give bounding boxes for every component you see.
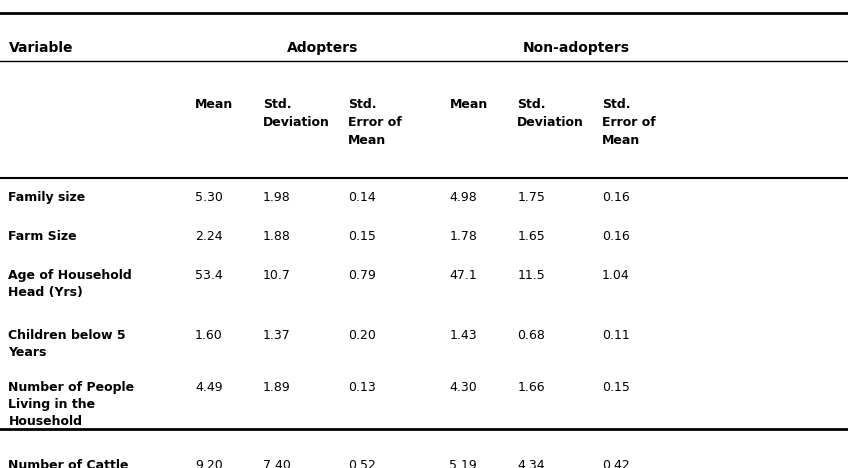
Text: Mean: Mean bbox=[449, 97, 488, 110]
Text: 11.5: 11.5 bbox=[517, 269, 545, 282]
Text: Number of Cattle: Number of Cattle bbox=[8, 460, 129, 468]
Text: 4.98: 4.98 bbox=[449, 190, 477, 204]
Text: 1.65: 1.65 bbox=[517, 230, 545, 243]
Text: 0.15: 0.15 bbox=[602, 381, 630, 395]
Text: 53.4: 53.4 bbox=[195, 269, 223, 282]
Text: Age of Household
Head (Yrs): Age of Household Head (Yrs) bbox=[8, 269, 132, 299]
Text: 1.75: 1.75 bbox=[517, 190, 545, 204]
Text: 0.16: 0.16 bbox=[602, 190, 630, 204]
Text: Std.
Error of
Mean: Std. Error of Mean bbox=[348, 97, 401, 146]
Text: Adopters: Adopters bbox=[287, 41, 358, 55]
Text: 5.30: 5.30 bbox=[195, 190, 223, 204]
Text: Number of People
Living in the
Household: Number of People Living in the Household bbox=[8, 381, 135, 428]
Text: 9.20: 9.20 bbox=[195, 460, 223, 468]
Text: 0.68: 0.68 bbox=[517, 329, 545, 343]
Text: 1.89: 1.89 bbox=[263, 381, 291, 395]
Text: 4.30: 4.30 bbox=[449, 381, 477, 395]
Text: Non-adopters: Non-adopters bbox=[523, 41, 630, 55]
Text: 2.24: 2.24 bbox=[195, 230, 223, 243]
Text: 1.88: 1.88 bbox=[263, 230, 291, 243]
Text: Variable: Variable bbox=[8, 41, 73, 55]
Text: Std.
Deviation: Std. Deviation bbox=[517, 97, 584, 129]
Text: 1.60: 1.60 bbox=[195, 329, 223, 343]
Text: 47.1: 47.1 bbox=[449, 269, 477, 282]
Text: Std.
Error of
Mean: Std. Error of Mean bbox=[602, 97, 656, 146]
Text: Farm Size: Farm Size bbox=[8, 230, 77, 243]
Text: 1.43: 1.43 bbox=[449, 329, 477, 343]
Text: Mean: Mean bbox=[195, 97, 233, 110]
Text: 4.49: 4.49 bbox=[195, 381, 223, 395]
Text: 4.34: 4.34 bbox=[517, 460, 545, 468]
Text: 1.66: 1.66 bbox=[517, 381, 545, 395]
Text: 10.7: 10.7 bbox=[263, 269, 291, 282]
Text: Family size: Family size bbox=[8, 190, 86, 204]
Text: 1.04: 1.04 bbox=[602, 269, 630, 282]
Text: 0.14: 0.14 bbox=[348, 190, 376, 204]
Text: 0.20: 0.20 bbox=[348, 329, 376, 343]
Text: 5.19: 5.19 bbox=[449, 460, 477, 468]
Text: 0.42: 0.42 bbox=[602, 460, 630, 468]
Text: 1.98: 1.98 bbox=[263, 190, 291, 204]
Text: 0.52: 0.52 bbox=[348, 460, 376, 468]
Text: 7.40: 7.40 bbox=[263, 460, 291, 468]
Text: 0.13: 0.13 bbox=[348, 381, 376, 395]
Text: 0.11: 0.11 bbox=[602, 329, 630, 343]
Text: 1.78: 1.78 bbox=[449, 230, 477, 243]
Text: Std.
Deviation: Std. Deviation bbox=[263, 97, 330, 129]
Text: 1.37: 1.37 bbox=[263, 329, 291, 343]
Text: 0.79: 0.79 bbox=[348, 269, 376, 282]
Text: Children below 5
Years: Children below 5 Years bbox=[8, 329, 126, 359]
Text: 0.16: 0.16 bbox=[602, 230, 630, 243]
Text: 0.15: 0.15 bbox=[348, 230, 376, 243]
